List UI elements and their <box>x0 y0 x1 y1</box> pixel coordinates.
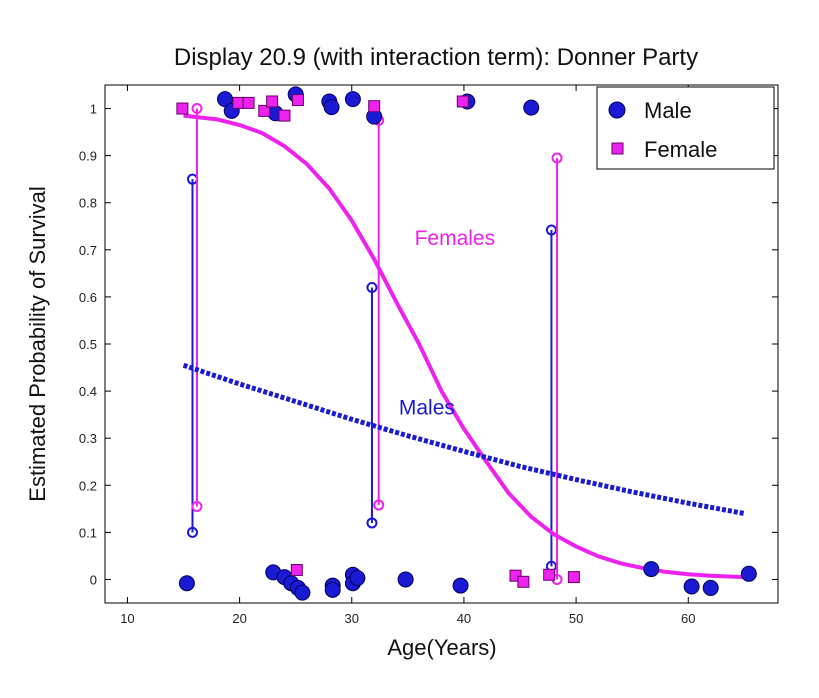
male-point <box>643 561 660 578</box>
female-point <box>176 102 189 115</box>
legend-female-label: Female <box>644 137 717 162</box>
male-point <box>324 581 341 598</box>
y-axis: 0 0.1 0.2 0.3 0.4 0.5 0.6 0.7 0.8 0.9 1 <box>79 102 778 587</box>
stem-end-circle-female <box>191 103 203 115</box>
y-tick-label: 0 <box>90 572 97 587</box>
data-points <box>176 86 757 601</box>
male-point <box>178 575 195 592</box>
female-point <box>368 100 381 113</box>
female-point <box>291 94 304 107</box>
x-tick-label: 40 <box>457 611 471 626</box>
male-point <box>344 91 361 108</box>
stem-end-circle-male <box>366 517 378 529</box>
stem-end-circle-female <box>191 500 203 512</box>
male-point <box>740 565 757 582</box>
curve-males <box>182 362 745 516</box>
x-tick-label: 20 <box>232 611 246 626</box>
x-axis: 10 20 30 40 50 60 <box>120 85 696 626</box>
male-point <box>523 99 540 116</box>
y-axis-label: Estimated Probability of Survival <box>25 186 50 501</box>
y-tick-label: 0.2 <box>79 478 97 493</box>
female-point <box>543 568 556 581</box>
y-tick-label: 0.7 <box>79 243 97 258</box>
x-axis-label: Age(Years) <box>387 635 496 660</box>
legend-male-label: Male <box>644 98 692 123</box>
male-point <box>349 570 366 587</box>
x-tick-label: 30 <box>345 611 359 626</box>
male-point <box>397 571 414 588</box>
legend: Male Female <box>596 86 775 170</box>
female-point <box>509 569 522 582</box>
female-point <box>278 109 291 122</box>
female-point <box>456 95 469 108</box>
y-tick-label: 0.9 <box>79 149 97 164</box>
legend-box <box>596 86 775 170</box>
male-point <box>702 579 719 596</box>
female-point <box>258 104 271 117</box>
female-point <box>517 575 530 588</box>
y-tick-label: 0.3 <box>79 431 97 446</box>
plot-area <box>104 84 779 604</box>
stem-end-circle-female <box>551 152 563 164</box>
y-tick-label: 0.4 <box>79 384 97 399</box>
stem-end-circle-male <box>186 526 198 538</box>
x-tick-label: 60 <box>681 611 695 626</box>
y-tick-label: 0.8 <box>79 196 97 211</box>
female-point <box>290 564 303 577</box>
stem-end-circle-female <box>373 499 385 511</box>
female-point <box>567 571 580 584</box>
stem-end-circle-male <box>366 281 378 293</box>
female-point <box>266 95 279 108</box>
curve-labels: Females Males <box>399 227 495 420</box>
x-tick-label: 10 <box>120 611 134 626</box>
female-point <box>242 96 255 109</box>
curve-label-males: Males <box>399 397 455 420</box>
legend-female-marker <box>611 142 624 155</box>
y-tick-label: 0.5 <box>79 337 97 352</box>
y-tick-label: 0.6 <box>79 290 97 305</box>
y-tick-label: 1 <box>90 102 97 117</box>
chart-title: Display 20.9 (with interaction term): Do… <box>174 44 698 71</box>
stem-end-circle-male <box>545 224 557 236</box>
male-point <box>294 584 311 601</box>
legend-male-marker <box>608 101 626 119</box>
male-point <box>452 577 469 594</box>
male-point <box>683 578 700 595</box>
y-tick-label: 0.1 <box>79 525 97 540</box>
curve-label-females: Females <box>415 227 496 250</box>
male-point <box>323 99 340 116</box>
x-tick-label: 50 <box>569 611 583 626</box>
female-point <box>232 96 245 109</box>
